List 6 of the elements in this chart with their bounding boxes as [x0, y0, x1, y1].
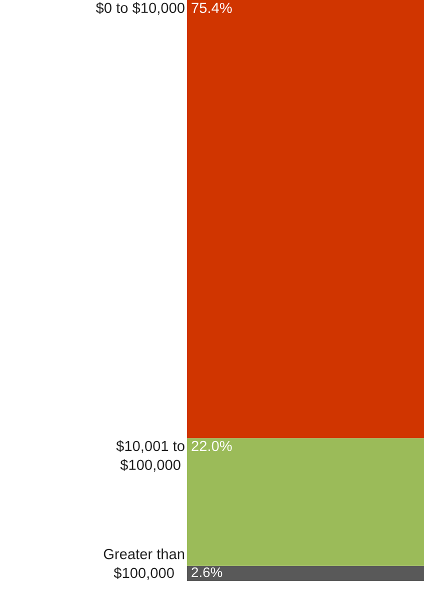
- series-label: Greater than $100,000: [104, 548, 184, 580]
- data-label: 22.0%: [192, 440, 232, 452]
- series-label: $10,001 to $100,000: [116, 440, 184, 472]
- series-label: $0 to $10,000: [96, 2, 184, 15]
- data-label: 2.6%: [192, 567, 222, 578]
- data-label: 75.4%: [192, 2, 232, 14]
